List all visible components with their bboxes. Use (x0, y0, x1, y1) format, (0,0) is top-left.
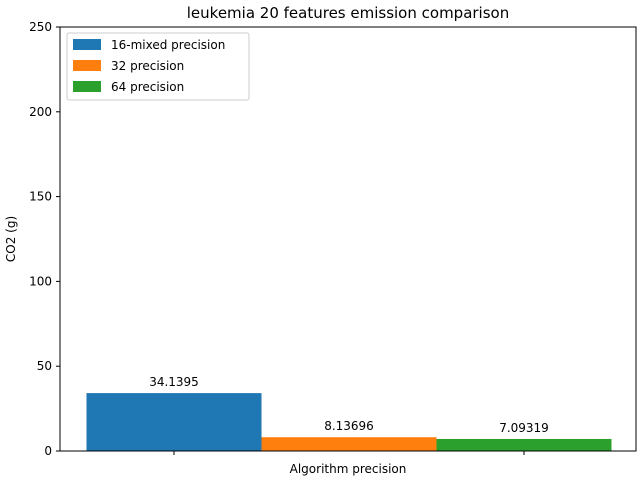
legend-swatch (73, 81, 101, 92)
bar (86, 393, 262, 451)
y-tick-label: 100 (29, 274, 52, 288)
x-axis (173, 451, 525, 455)
bars-group (86, 393, 612, 451)
legend-swatch (73, 39, 101, 50)
y-tick-label: 50 (37, 359, 52, 373)
legend-entry-label: 64 precision (111, 80, 184, 94)
bar-data-label: 7.09319 (499, 421, 549, 435)
legend: 16-mixed precision 32 precision 64 precisi… (66, 32, 250, 101)
y-tick-label: 200 (29, 105, 52, 119)
bar (261, 437, 437, 451)
data-labels-group: 34.1395 8.13696 7.09319 (149, 375, 549, 435)
x-axis-label: Algorithm precision (290, 462, 407, 476)
bar (436, 438, 612, 451)
legend-entry-label: 16-mixed precision (111, 38, 225, 52)
y-axis-label: CO2 (g) (4, 216, 18, 262)
y-axis: 0 50 100 150 200 250 (29, 20, 60, 458)
legend-entry-label: 32 precision (111, 59, 184, 73)
legend-box (66, 32, 250, 101)
y-tick-label: 150 (29, 190, 52, 204)
plot-frame (59, 26, 637, 452)
y-tick-label: 250 (29, 20, 52, 34)
bar-data-label: 8.13696 (324, 419, 374, 433)
legend-swatch (73, 60, 101, 71)
chart-title: leukemia 20 features emission comparison (187, 4, 509, 22)
y-tick-label: 0 (44, 444, 52, 458)
bar-data-label: 34.1395 (149, 375, 199, 389)
